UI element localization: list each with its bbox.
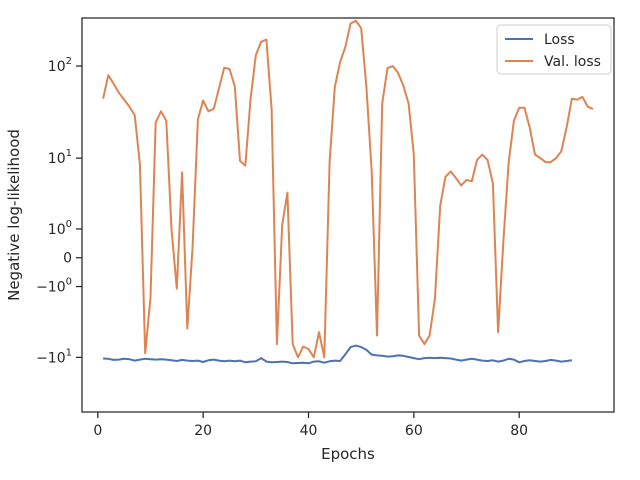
y-axis-ticks: 102 101 100 0 −100 −101	[36, 56, 82, 366]
x-tick-label: 80	[510, 423, 528, 439]
series-layer	[102, 19, 594, 365]
series-line-val-loss	[102, 19, 594, 359]
legend-label-val-loss: Val. loss	[544, 54, 601, 70]
y-tick-label: 0	[63, 251, 72, 267]
y-tick-label: 102	[48, 56, 72, 75]
y-tick-label: −100	[36, 277, 72, 296]
x-axis-ticks: 0 20 40 60 80	[93, 412, 528, 439]
legend-label-loss: Loss	[544, 32, 575, 48]
legend: Loss Val. loss	[496, 24, 612, 75]
plot-frame	[81, 17, 615, 413]
y-axis-title: Negative log-likelihood	[5, 129, 23, 301]
x-axis-title: Epochs	[321, 445, 375, 463]
y-tick-label: 100	[48, 219, 72, 238]
x-tick-label: 60	[405, 423, 423, 439]
y-tick-label: −101	[36, 347, 72, 366]
x-tick-label: 0	[93, 423, 102, 439]
x-tick-label: 20	[194, 423, 212, 439]
x-tick-label: 40	[300, 423, 318, 439]
series-line-loss	[103, 344, 573, 365]
y-tick-label: 101	[48, 148, 72, 167]
